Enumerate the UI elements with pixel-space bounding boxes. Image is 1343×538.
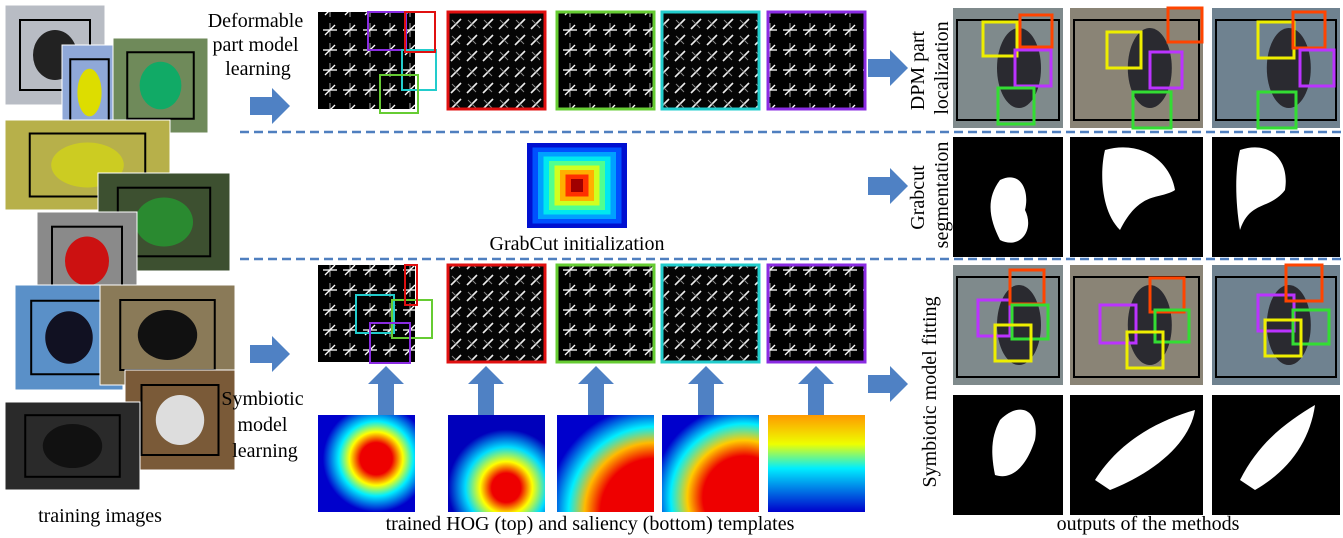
row-label: DPM part localization [907,21,953,114]
caption: training images [38,505,162,527]
bird [1127,285,1172,365]
part-box [1131,90,1173,130]
saliency-template [448,415,545,512]
hog-template [766,263,867,364]
caption: trained HOG (top) and saliency (bottom) … [386,513,795,535]
saliency-template [768,415,865,512]
part-box [1018,13,1054,49]
bird [45,311,93,364]
label-line: Grabcut [907,165,929,230]
part-box [993,323,1033,363]
bird [1266,285,1311,365]
bounding-box [126,51,195,120]
bounding-box [140,384,220,456]
part-box [404,264,418,306]
hog-template [446,10,547,111]
part-box [1263,318,1303,358]
row-label: Symbiotic model learning [221,388,308,462]
label-line: segmentation [931,142,953,249]
part-box [981,20,1019,58]
arrow [250,336,290,372]
hog-template [555,10,656,111]
label-line: part model [212,34,299,56]
label-line: Symbiotic [221,388,303,410]
bounding-box [1215,19,1337,121]
label-line: localization [931,21,953,114]
bounding-box [1215,276,1337,378]
saliency-template [557,415,654,512]
row-label: Symbiotic model fitting [919,296,941,487]
part-box [1098,303,1138,345]
part-box [1105,30,1143,70]
arrow [868,366,908,402]
part-box [996,86,1036,126]
part-box [1148,276,1186,314]
bounding-box [1073,19,1200,121]
label-line: Symbiotic model fitting [919,296,941,487]
foreground [992,409,1036,477]
bird [134,197,194,247]
part-box [1256,90,1298,130]
label-line: learning [225,58,291,80]
hog-template [660,10,761,111]
label-line: learning [232,440,298,462]
part-box [391,299,433,339]
row-label: Grabcut segmentation [907,142,953,249]
bounding-box [956,19,1060,121]
label-line: DPM part [907,30,929,110]
arrow [868,50,908,86]
hog-template [318,265,415,362]
part-box [355,294,395,334]
arrow [250,88,290,124]
foreground [1102,147,1175,230]
hog-template [318,12,415,109]
row-label: Deformable part model learning [208,10,309,80]
part-box [1013,48,1053,88]
part-box [1125,330,1165,370]
bird [42,424,103,468]
foreground [1236,147,1286,230]
foreground [990,177,1029,243]
saliency-template [318,415,415,512]
arrow [868,168,908,204]
hog-template [766,10,867,111]
part-box [1148,50,1184,90]
part-box [1153,308,1191,344]
hog-template [660,263,761,364]
bounding-box [1073,276,1200,378]
bird [1266,28,1311,108]
part-box [1298,48,1336,88]
part-box [1284,263,1324,303]
bird [155,395,205,445]
bounding-box [28,132,147,198]
bounding-box [24,414,121,478]
bird [139,61,182,110]
part-box [1291,10,1327,50]
hog-template [555,263,656,364]
part-box [1166,6,1204,44]
foreground [1240,405,1315,490]
bird [77,68,102,117]
part-box [404,11,436,53]
part-box [369,322,411,364]
saliency-template [662,415,759,512]
part-box [379,74,419,114]
grabcut-init [571,179,583,192]
hog-template [446,263,547,364]
bird [65,236,109,286]
foreground [1095,410,1195,490]
label-line: Deformable [208,10,304,32]
caption: outputs of the methods [1057,513,1240,535]
part-box [1291,308,1331,346]
bird [137,310,198,360]
bounding-box [956,276,1060,378]
label-line: model [238,414,288,436]
caption: GrabCut initialization [490,233,665,255]
